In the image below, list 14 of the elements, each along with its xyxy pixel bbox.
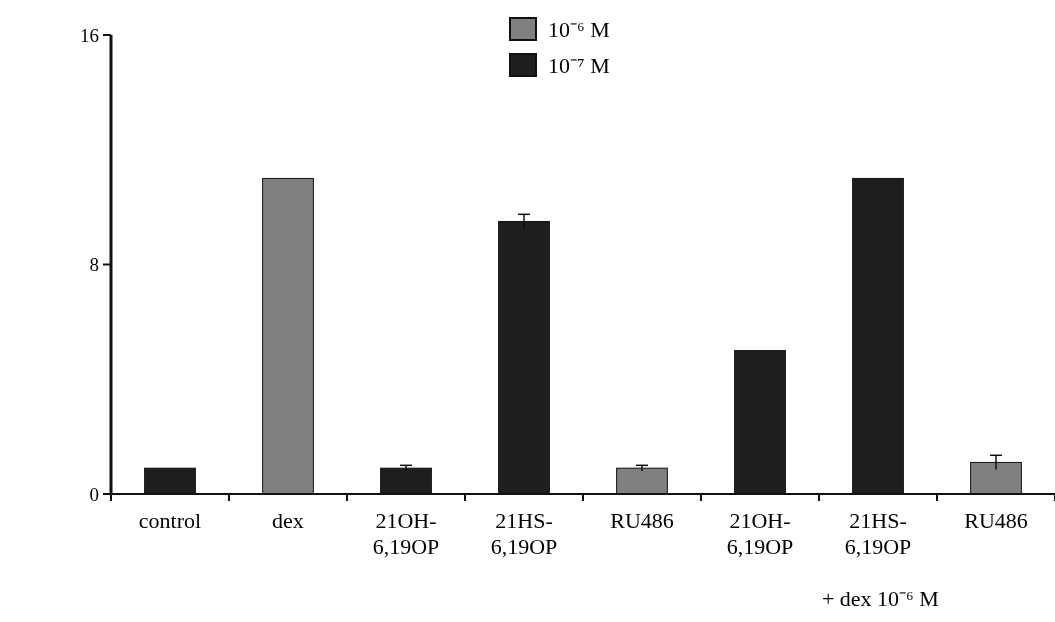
x-tick-label: RU486 (964, 508, 1028, 533)
y-tick-label: 16 (80, 24, 99, 46)
y-tick-label: 8 (89, 254, 99, 276)
x-tick-label: RU486 (610, 508, 674, 533)
x-tick-label: dex (272, 508, 304, 533)
x-tick-label: control (138, 508, 202, 533)
legend-label: 10⁻⁷ M (548, 52, 610, 78)
x-tick-label: 21HS- 6,19OP (490, 508, 558, 559)
text: + dex 10⁻⁶ M (821, 586, 939, 611)
x-tick-label: 21OH- 6,19OP (372, 508, 440, 559)
legend-label: 10⁻⁶ M (548, 16, 610, 42)
x-tick-label: 21OH- 6,19OP (726, 508, 794, 559)
y-tick-label: 0 (89, 483, 99, 505)
x-tick-label: 21HS- 6,19OP (844, 508, 912, 559)
